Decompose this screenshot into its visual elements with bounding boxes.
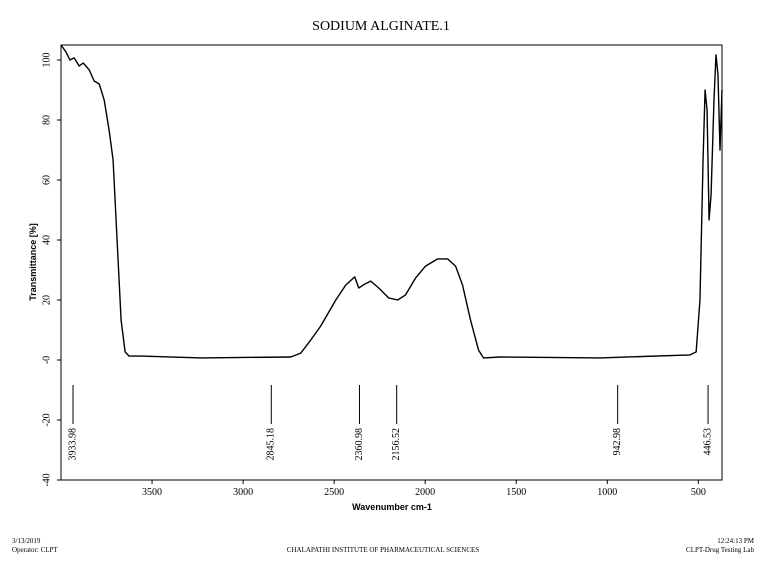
x-tick-label: 2500: [324, 487, 344, 498]
x-tick-label: 3000: [233, 487, 253, 498]
peak-label: 2845.18: [266, 428, 277, 461]
x-tick-label: 500: [691, 487, 706, 498]
y-tick-label: -20: [41, 413, 52, 426]
footer-lab: CLPT-Drug Testing Lab: [686, 546, 754, 554]
spectrum-line: [60, 44, 723, 359]
footer-time: 12:24:13 PM: [717, 537, 755, 545]
footer-institute: CHALAPATHI INSTITUTE OF PHARMACEUTICAL S…: [287, 546, 479, 554]
x-tick-label: 1000: [597, 487, 617, 498]
x-tick-label: 1500: [506, 487, 526, 498]
footer-date: 3/13/2019: [12, 537, 41, 545]
peak-label: 2360.98: [354, 428, 365, 461]
y-tick-label: -0: [41, 356, 52, 364]
y-tick-label: 100: [41, 53, 52, 68]
plot-frame: [60, 44, 723, 481]
peak-label: 3933.98: [67, 428, 78, 461]
y-axis-label: Transmittance [%]: [28, 223, 38, 301]
x-tick-label: 3500: [142, 487, 162, 498]
peak-label: 446.53: [702, 428, 713, 456]
y-tick-label: -40: [41, 473, 52, 486]
peak-label: 942.98: [612, 428, 623, 456]
y-tick-label: 20: [41, 295, 52, 305]
x-tick-label: 2000: [415, 487, 435, 498]
y-tick-label: 60: [41, 175, 52, 185]
peak-label: 2156.52: [391, 428, 402, 461]
y-tick-label: 40: [41, 235, 52, 245]
footer-operator: Operator: CLPT: [12, 546, 58, 554]
x-axis-label: Wavenumber cm-1: [352, 502, 432, 512]
y-tick-label: 80: [41, 115, 52, 125]
chart-title: SODIUM ALGINATE.1: [312, 19, 450, 34]
